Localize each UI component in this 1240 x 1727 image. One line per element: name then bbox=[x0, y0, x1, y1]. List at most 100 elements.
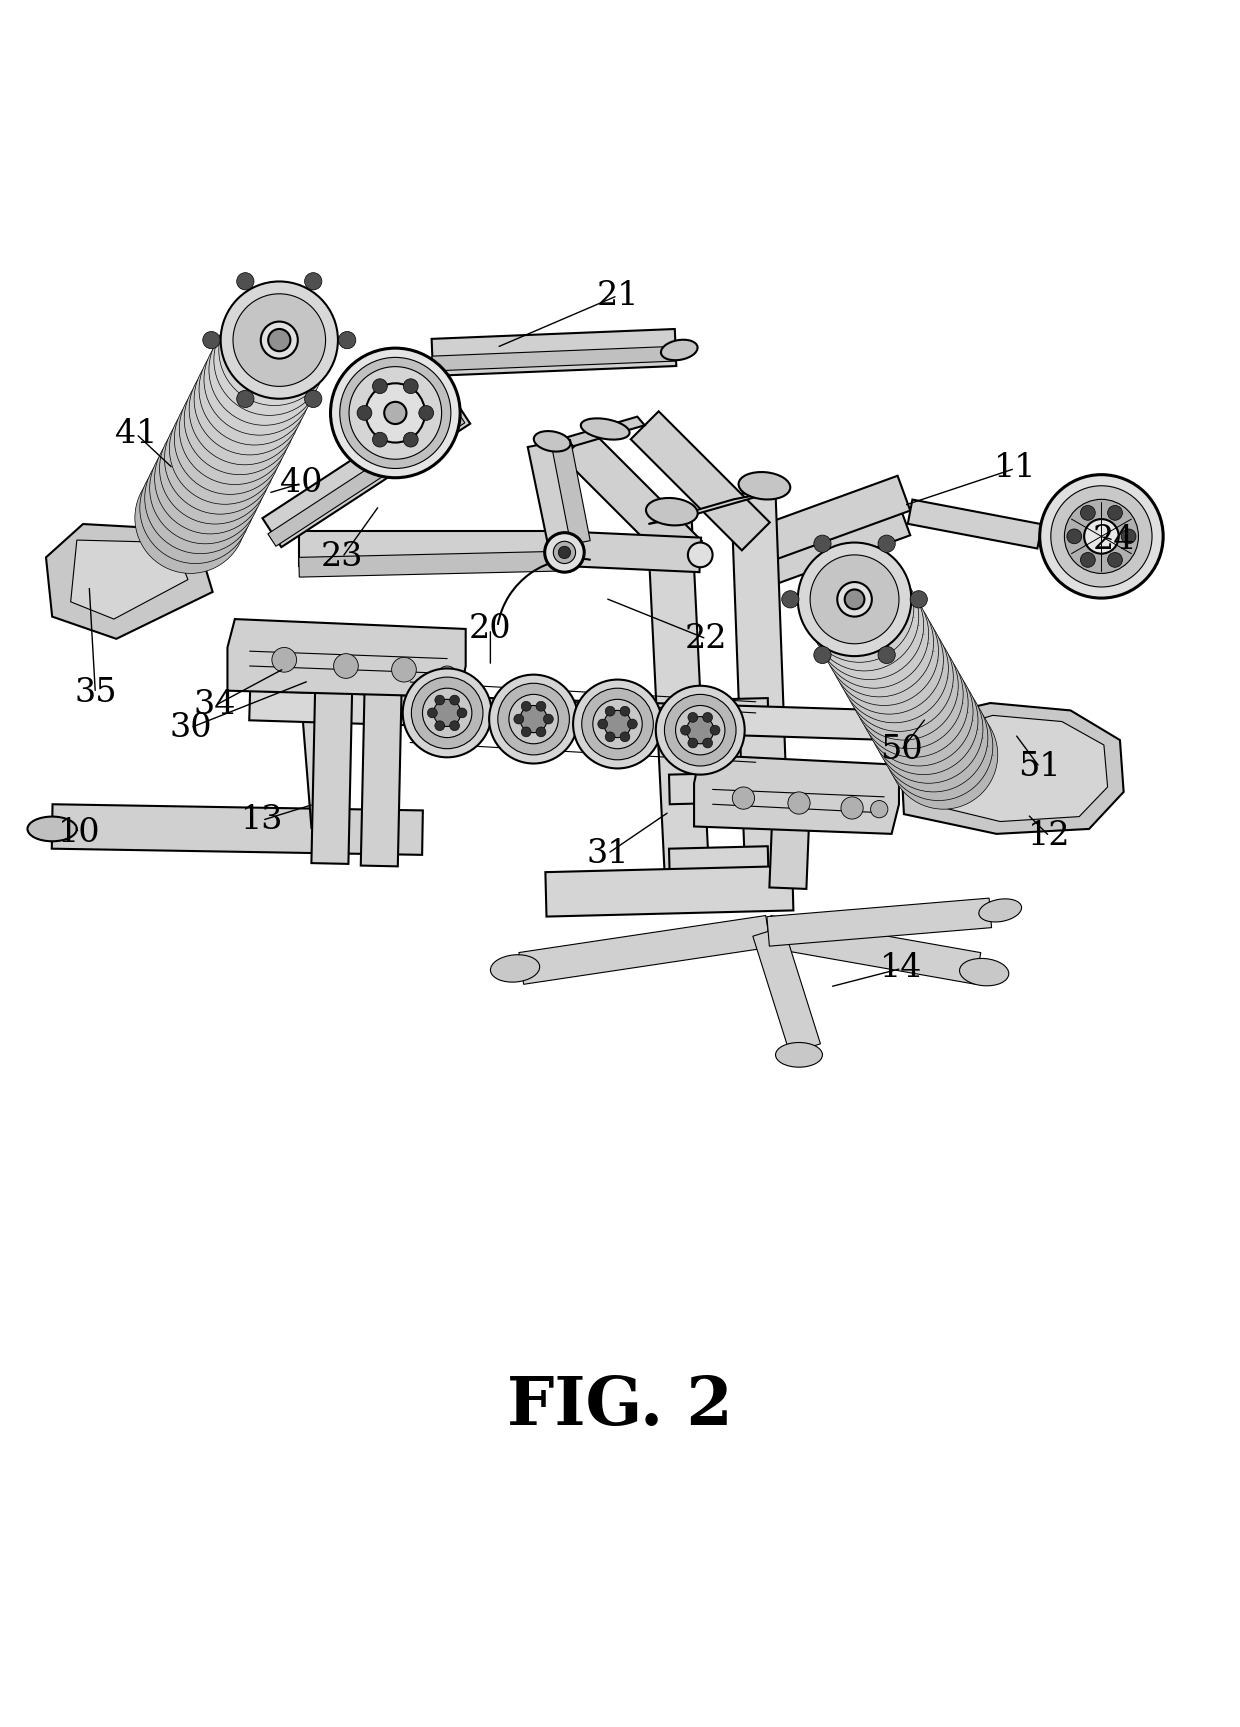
Ellipse shape bbox=[646, 497, 698, 525]
Polygon shape bbox=[432, 330, 676, 376]
Polygon shape bbox=[52, 805, 423, 855]
Text: 24: 24 bbox=[1092, 523, 1135, 556]
Polygon shape bbox=[649, 490, 777, 523]
Ellipse shape bbox=[859, 649, 968, 758]
Ellipse shape bbox=[221, 282, 339, 399]
Text: FIG. 2: FIG. 2 bbox=[507, 1375, 733, 1439]
Ellipse shape bbox=[960, 958, 1009, 986]
Text: 50: 50 bbox=[880, 734, 923, 767]
Polygon shape bbox=[908, 499, 1042, 549]
Polygon shape bbox=[528, 440, 580, 547]
Circle shape bbox=[703, 713, 713, 722]
Ellipse shape bbox=[978, 898, 1022, 922]
Polygon shape bbox=[565, 416, 645, 446]
Text: 21: 21 bbox=[596, 280, 639, 311]
Polygon shape bbox=[249, 691, 892, 741]
Circle shape bbox=[305, 390, 322, 408]
Circle shape bbox=[688, 737, 698, 748]
Ellipse shape bbox=[582, 687, 653, 760]
Circle shape bbox=[558, 546, 570, 558]
Polygon shape bbox=[732, 492, 790, 895]
Text: 22: 22 bbox=[686, 623, 728, 655]
Ellipse shape bbox=[384, 402, 407, 425]
Ellipse shape bbox=[140, 452, 250, 563]
Polygon shape bbox=[631, 411, 770, 551]
Ellipse shape bbox=[205, 325, 315, 435]
Text: 20: 20 bbox=[469, 613, 512, 644]
Polygon shape bbox=[551, 439, 590, 544]
Ellipse shape bbox=[491, 955, 539, 983]
Ellipse shape bbox=[665, 694, 737, 767]
Text: 13: 13 bbox=[241, 805, 283, 836]
Ellipse shape bbox=[218, 294, 330, 406]
Ellipse shape bbox=[815, 572, 924, 679]
Polygon shape bbox=[299, 551, 564, 577]
Text: 10: 10 bbox=[58, 817, 100, 848]
Circle shape bbox=[1107, 553, 1122, 566]
Text: 12: 12 bbox=[1028, 820, 1071, 853]
Ellipse shape bbox=[869, 667, 978, 775]
Circle shape bbox=[372, 378, 387, 394]
Circle shape bbox=[605, 706, 615, 717]
Circle shape bbox=[1121, 528, 1136, 544]
Ellipse shape bbox=[797, 542, 911, 656]
Circle shape bbox=[605, 732, 615, 743]
Ellipse shape bbox=[213, 304, 325, 416]
Circle shape bbox=[305, 273, 322, 290]
Ellipse shape bbox=[233, 294, 326, 387]
Circle shape bbox=[428, 708, 438, 718]
Circle shape bbox=[272, 648, 296, 672]
Text: 40: 40 bbox=[280, 468, 322, 499]
Polygon shape bbox=[299, 670, 348, 827]
Ellipse shape bbox=[331, 349, 460, 478]
Ellipse shape bbox=[1064, 499, 1138, 573]
Ellipse shape bbox=[160, 413, 270, 523]
Ellipse shape bbox=[864, 658, 973, 767]
Ellipse shape bbox=[520, 706, 547, 732]
Polygon shape bbox=[563, 430, 702, 568]
Ellipse shape bbox=[805, 554, 914, 661]
Polygon shape bbox=[263, 395, 470, 547]
Ellipse shape bbox=[403, 668, 491, 758]
Circle shape bbox=[703, 737, 713, 748]
Ellipse shape bbox=[874, 675, 983, 784]
Ellipse shape bbox=[175, 383, 285, 494]
Ellipse shape bbox=[889, 701, 998, 810]
Polygon shape bbox=[361, 693, 402, 867]
Circle shape bbox=[438, 667, 458, 686]
Ellipse shape bbox=[533, 432, 570, 451]
Circle shape bbox=[339, 332, 356, 349]
Ellipse shape bbox=[825, 589, 934, 698]
Text: 11: 11 bbox=[993, 452, 1037, 485]
Text: 35: 35 bbox=[74, 677, 117, 710]
Ellipse shape bbox=[165, 402, 275, 515]
Polygon shape bbox=[919, 715, 1107, 822]
Ellipse shape bbox=[580, 418, 630, 440]
Ellipse shape bbox=[27, 817, 77, 841]
Ellipse shape bbox=[830, 598, 939, 706]
Ellipse shape bbox=[687, 717, 714, 744]
Circle shape bbox=[598, 718, 608, 729]
Circle shape bbox=[357, 406, 372, 420]
Circle shape bbox=[620, 706, 630, 717]
Ellipse shape bbox=[185, 364, 295, 475]
Circle shape bbox=[536, 701, 546, 712]
Ellipse shape bbox=[348, 366, 441, 459]
Circle shape bbox=[688, 713, 698, 722]
Polygon shape bbox=[432, 347, 676, 371]
Ellipse shape bbox=[544, 532, 584, 572]
Ellipse shape bbox=[884, 693, 993, 801]
Circle shape bbox=[403, 378, 418, 394]
Polygon shape bbox=[299, 532, 564, 566]
Ellipse shape bbox=[150, 433, 260, 544]
Circle shape bbox=[458, 708, 467, 718]
Polygon shape bbox=[761, 501, 910, 585]
Circle shape bbox=[450, 720, 460, 731]
Ellipse shape bbox=[573, 679, 662, 769]
Ellipse shape bbox=[839, 615, 949, 724]
Circle shape bbox=[521, 727, 531, 737]
Ellipse shape bbox=[676, 706, 725, 755]
Polygon shape bbox=[901, 703, 1123, 834]
Ellipse shape bbox=[145, 442, 255, 554]
Polygon shape bbox=[761, 475, 910, 560]
